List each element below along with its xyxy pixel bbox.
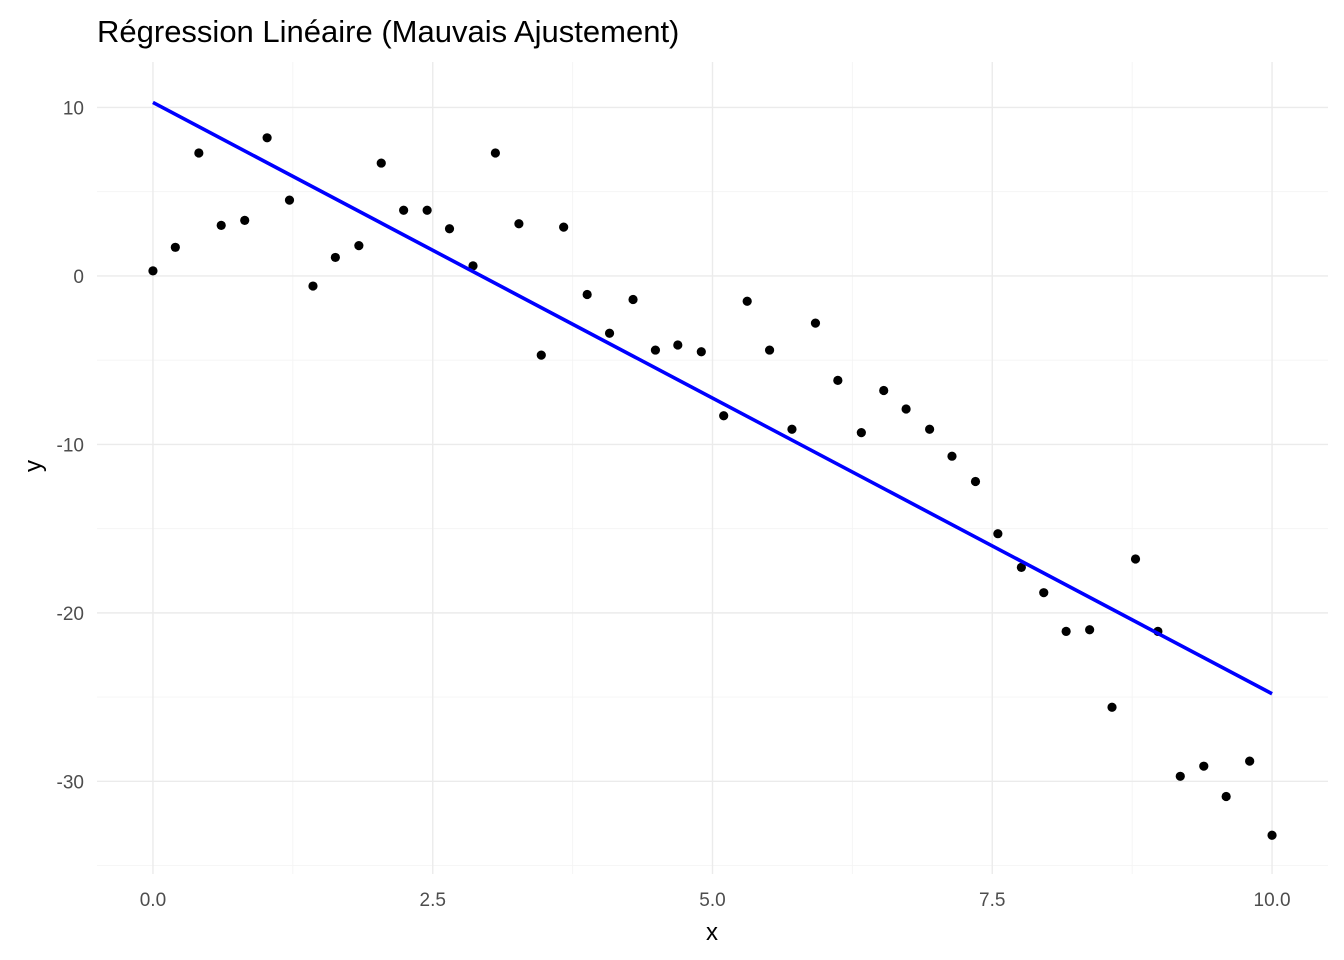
data-point	[1130, 554, 1141, 564]
data-point	[262, 133, 272, 143]
data-point	[879, 385, 889, 396]
data-point	[856, 428, 866, 438]
data-point	[376, 158, 386, 168]
data-point	[1175, 771, 1185, 781]
data-point	[330, 252, 340, 263]
y-tick-label: -30	[57, 772, 84, 793]
data-point	[1107, 702, 1117, 712]
x-axis-title: x	[706, 919, 718, 946]
regression-line-layer	[152, 100, 1273, 696]
y-tick-label: -20	[57, 604, 84, 625]
data-point	[354, 241, 364, 251]
data-point	[650, 345, 661, 355]
regression-line	[152, 100, 1273, 696]
data-point	[947, 451, 957, 461]
data-point	[308, 281, 318, 291]
data-point	[1221, 791, 1231, 802]
data-point	[284, 195, 295, 205]
data-point	[628, 294, 638, 305]
data-point	[514, 219, 524, 229]
data-point	[1267, 830, 1277, 840]
data-point	[490, 148, 500, 158]
y-tick-label: 0	[73, 267, 84, 288]
y-axis-title: y	[20, 460, 47, 472]
data-point	[673, 340, 683, 350]
x-tick-label: 5.0	[699, 890, 725, 911]
data-point	[787, 424, 797, 434]
data-point	[742, 296, 752, 306]
x-tick-label: 10.0	[1254, 890, 1291, 911]
data-point	[559, 222, 569, 232]
data-point	[1199, 761, 1209, 771]
data-point	[148, 266, 158, 276]
data-point	[444, 224, 455, 234]
data-point	[901, 404, 911, 414]
major-gridlines	[97, 62, 1328, 874]
data-point	[604, 328, 615, 338]
chart-title: Régression Linéaire (Mauvais Ajustement)	[97, 14, 679, 49]
data-point	[993, 529, 1003, 539]
x-tick-label: 0.0	[140, 890, 166, 911]
data-point	[764, 345, 775, 355]
x-tick-label: 7.5	[979, 890, 1005, 911]
data-point	[240, 215, 250, 225]
data-point	[1085, 625, 1095, 635]
data-point	[468, 261, 478, 271]
x-tick-label: 2.5	[420, 890, 446, 911]
data-point	[833, 375, 843, 385]
data-point	[719, 411, 729, 421]
data-point	[170, 242, 180, 252]
data-point	[582, 289, 592, 300]
data-point	[810, 318, 821, 328]
y-tick-label: -10	[57, 435, 84, 456]
data-point	[536, 350, 546, 360]
data-point	[1016, 562, 1026, 572]
data-point	[194, 148, 204, 158]
y-tick-label: 10	[63, 98, 84, 119]
x-axis-ticks: 0.0 2.5 5.0 7.5 10.0	[140, 890, 1291, 911]
data-point	[1039, 588, 1049, 598]
data-point	[422, 205, 432, 215]
data-point	[399, 205, 409, 215]
data-point	[1061, 626, 1071, 637]
data-point	[216, 220, 226, 231]
y-axis-ticks: 10 0 -10 -20 -30	[57, 98, 84, 793]
data-points	[148, 133, 1277, 840]
data-point	[1245, 756, 1255, 766]
data-point	[925, 424, 935, 434]
data-point	[696, 347, 706, 357]
data-point	[970, 476, 981, 487]
